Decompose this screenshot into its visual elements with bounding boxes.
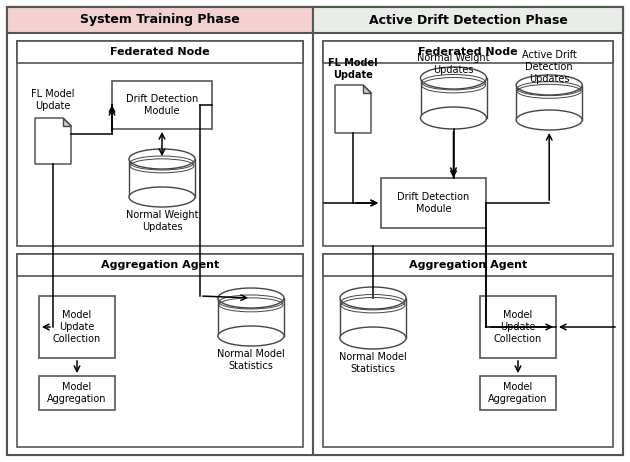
Text: Federated Node: Federated Node	[418, 47, 518, 57]
Ellipse shape	[420, 107, 486, 129]
Bar	[17, 41, 303, 246]
Text: Normal Model
Statistics: Normal Model Statistics	[217, 349, 285, 371]
Bar	[17, 254, 303, 447]
Text: Model
Aggregation: Model Aggregation	[488, 382, 547, 404]
Bar	[313, 7, 623, 455]
Bar	[17, 41, 303, 63]
Polygon shape	[335, 85, 371, 133]
Bar	[480, 376, 556, 410]
Bar	[323, 41, 613, 246]
Text: Drift Detection
Module: Drift Detection Module	[398, 192, 469, 214]
Ellipse shape	[340, 287, 406, 309]
Text: Normal Weight
Updates: Normal Weight Updates	[126, 210, 198, 232]
Ellipse shape	[129, 149, 195, 169]
Bar	[218, 298, 284, 336]
Polygon shape	[35, 118, 71, 164]
Text: FL Model
Update: FL Model Update	[328, 58, 378, 80]
Bar	[39, 376, 115, 410]
Ellipse shape	[218, 326, 284, 346]
Bar	[420, 78, 486, 118]
Bar	[112, 81, 212, 129]
Bar	[7, 7, 313, 33]
Text: Normal Weight
Updates: Normal Weight Updates	[417, 53, 490, 75]
Bar	[516, 85, 582, 120]
Text: Aggregation Agent: Aggregation Agent	[101, 260, 219, 270]
Bar	[323, 254, 613, 276]
Text: Aggregation Agent: Aggregation Agent	[409, 260, 527, 270]
Bar	[480, 296, 556, 358]
Text: Model
Update
Collection: Model Update Collection	[53, 310, 101, 344]
Bar	[313, 7, 623, 33]
Bar	[323, 41, 613, 63]
Bar	[17, 254, 303, 276]
Bar	[39, 296, 115, 358]
Ellipse shape	[516, 110, 582, 130]
Bar	[381, 178, 486, 228]
Text: Active Drift
Detection
Updates: Active Drift Detection Updates	[522, 49, 576, 85]
Text: Model
Aggregation: Model Aggregation	[47, 382, 106, 404]
Text: System Training Phase: System Training Phase	[80, 13, 240, 26]
Ellipse shape	[516, 75, 582, 95]
Ellipse shape	[218, 288, 284, 308]
Bar	[323, 254, 613, 447]
Text: Active Drift Detection Phase: Active Drift Detection Phase	[369, 13, 568, 26]
Bar	[340, 298, 406, 338]
Text: Normal Model
Statistics: Normal Model Statistics	[339, 352, 407, 374]
Text: Federated Node: Federated Node	[110, 47, 210, 57]
Text: FL Model
Update: FL Model Update	[32, 89, 75, 111]
Ellipse shape	[340, 327, 406, 349]
Ellipse shape	[129, 187, 195, 207]
Polygon shape	[63, 118, 71, 126]
Polygon shape	[363, 85, 371, 93]
Ellipse shape	[420, 67, 486, 89]
Bar	[129, 159, 195, 197]
Bar	[7, 7, 313, 455]
Text: Model
Update
Collection: Model Update Collection	[494, 310, 542, 344]
Text: Drift Detection
Module: Drift Detection Module	[126, 94, 198, 116]
